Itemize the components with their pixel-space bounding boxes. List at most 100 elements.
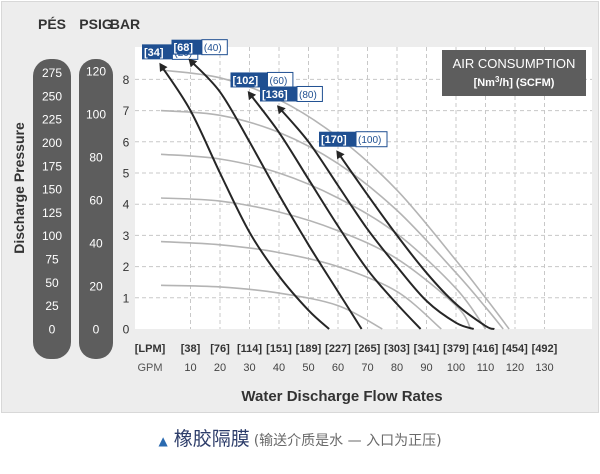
lpm-tick-label: [189] — [296, 343, 322, 355]
lpm-tick-label: [114] — [237, 343, 262, 355]
series-label-scfm: (80) — [299, 90, 317, 101]
curve-arrowhead — [188, 58, 198, 68]
pressure-curve — [160, 153, 487, 330]
bar-tick-label: 0 — [123, 323, 130, 337]
series-label-box — [319, 131, 356, 147]
grid — [135, 47, 592, 329]
lpm-tick-label: [341] — [414, 343, 440, 355]
pump-curve-chart: [34](20)[68](40)[102](60)[136](80)[170](… — [11, 16, 592, 405]
psig-tick-label: 120 — [86, 64, 106, 78]
pes-tick-label: 250 — [42, 89, 62, 103]
series-label-nm: [34] — [144, 47, 164, 59]
pressure-curve — [160, 109, 504, 330]
psig-tick-label: 80 — [89, 150, 103, 164]
caption-title: 橡胶隔膜 — [173, 428, 250, 450]
bar-tick-label: 2 — [123, 260, 130, 274]
bar-tick-label: 6 — [123, 135, 130, 149]
lpm-tick-label: [38] — [181, 343, 201, 355]
psig-scale-bar — [79, 59, 113, 359]
pressure-curve — [160, 284, 383, 330]
lpm-tick-label: [454] — [502, 343, 528, 355]
gpm-tick-label: 90 — [420, 362, 432, 374]
psig-tick-label: 100 — [86, 107, 106, 121]
series-label-box — [142, 44, 173, 60]
gpm-tick-label: 10 — [184, 362, 196, 374]
chart-panel: [34](20)[68](40)[102](60)[136](80)[170](… — [1, 1, 599, 413]
series-label-box — [355, 131, 388, 148]
pressure-curve — [160, 69, 510, 330]
lpm-tick-label: [416] — [473, 343, 499, 355]
curve-arrowhead — [336, 150, 345, 160]
bar-tick-label: 1 — [123, 291, 130, 305]
pes-tick-label: 275 — [42, 66, 62, 80]
legend-box: AIR CONSUMPTION [Nm3/h] (SCFM) — [442, 50, 586, 96]
air-consumption-curve — [248, 92, 422, 330]
pes-tick-label: 175 — [42, 159, 62, 173]
series-label-scfm: (60) — [270, 76, 288, 87]
pes-tick-label: 150 — [42, 183, 62, 197]
air-consumption-curve — [189, 60, 363, 330]
pes-tick-label: 200 — [42, 136, 62, 150]
legend-title: AIR CONSUMPTION — [453, 56, 576, 71]
gpm-tick-label: 130 — [535, 362, 553, 374]
pes-tick-label: 25 — [45, 299, 59, 313]
pes-tick-label: 50 — [45, 276, 59, 290]
psig-tick-label: 60 — [89, 193, 103, 207]
series-label: [102] (60) — [230, 71, 294, 88]
bar-header: BAR — [110, 16, 140, 32]
psig-tick-label: 20 — [89, 279, 103, 293]
psig-header: PSIG — [79, 16, 113, 32]
triangle-icon: ▲ — [158, 434, 168, 448]
air-consumption-curve — [278, 106, 475, 330]
pes-tick-label: 0 — [49, 323, 56, 337]
series-label-box — [171, 39, 202, 55]
psig-tick-label: 0 — [93, 323, 100, 337]
series-label-nm: [68] — [174, 42, 194, 54]
pes-tick-label: 125 — [42, 206, 62, 220]
air-consumption-curves: [34](20)[68](40)[102](60)[136](80)[170](… — [142, 39, 495, 330]
pes-scale-bar — [33, 59, 71, 359]
series-label-scfm: (100) — [358, 135, 381, 146]
x-axis-title: Water Discharge Flow Rates — [241, 388, 442, 405]
lpm-tick-label: [227] — [325, 343, 351, 355]
lpm-tick-label: [492] — [532, 343, 558, 355]
pes-tick-label: 100 — [42, 229, 62, 243]
bar-tick-label: 3 — [123, 229, 130, 243]
bar-tick-label: 7 — [123, 104, 130, 118]
lpm-tick-label: [76] — [210, 343, 230, 355]
pes-tick-label: 75 — [45, 253, 59, 267]
gpm-tick-label: 80 — [391, 362, 403, 374]
caption-note: (输送介质是水 — 入口为正压) — [253, 433, 442, 449]
series-label: [136] (80) — [260, 85, 323, 102]
series-label: [68] (40) — [171, 39, 228, 56]
pressure-curve — [160, 197, 472, 330]
series-label-box — [201, 39, 228, 56]
lpm-tick-label: [151] — [266, 343, 292, 355]
caption: ▲ 橡胶隔膜 (输送介质是水 — 入口为正压) — [0, 424, 600, 451]
gpm-tick-label: 110 — [477, 362, 495, 374]
series-label-nm: [102] — [233, 75, 259, 87]
bar-tick-label: 4 — [123, 198, 130, 212]
pes-tick-label: 225 — [42, 113, 62, 127]
lpm-tick-label: [379] — [443, 343, 469, 355]
gpm-tick-label: 60 — [332, 362, 344, 374]
legend-unit: [Nm3/h] (SCFM) — [474, 75, 555, 89]
lpm-unit-label: [LPM] — [135, 343, 166, 355]
gpm-tick-label: 70 — [361, 362, 373, 374]
gpm-tick-label: 120 — [506, 362, 524, 374]
curve-arrowhead — [159, 62, 168, 72]
tick-labels: 0123456780204060801001200255075100125150… — [42, 64, 558, 374]
pressure-curve — [160, 240, 442, 330]
gpm-tick-label: 100 — [447, 362, 465, 374]
lpm-tick-label: [303] — [384, 343, 410, 355]
pes-header: PÉS — [38, 16, 66, 32]
gpm-tick-label: 40 — [273, 362, 285, 374]
series-label-box — [296, 85, 323, 102]
gpm-tick-label: 50 — [302, 362, 314, 374]
series-label-box — [260, 86, 297, 102]
curve-arrowhead — [277, 105, 286, 115]
lpm-tick-label: [265] — [355, 343, 381, 355]
gpm-tick-label: 20 — [214, 362, 226, 374]
series-label: [170] (100) — [319, 131, 388, 148]
series-label-nm: [136] — [262, 89, 288, 101]
